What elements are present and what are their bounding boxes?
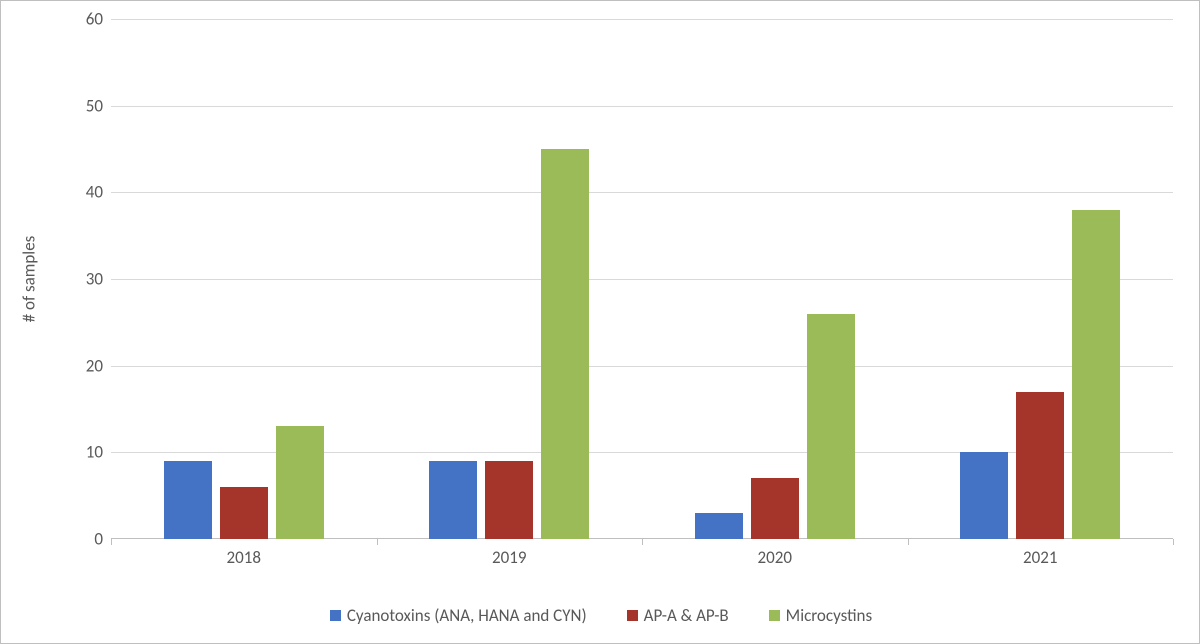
legend-label: Microcystins [786,605,872,626]
y-tick-label: 10 [86,442,111,463]
gridline [111,106,1173,107]
legend-label: AP-A & AP-B [644,605,729,626]
bar [220,487,268,539]
legend-item: AP-A & AP-B [627,605,729,626]
x-tick-label: 2019 [492,539,526,568]
y-tick-label: 0 [94,529,111,550]
x-tick-mark [1173,539,1174,545]
bar [429,461,477,539]
legend-item: Cyanotoxins (ANA, HANA and CYN) [330,605,587,626]
y-tick-label: 40 [86,182,111,203]
plot-area: 01020304050602018201920202021 [111,19,1173,539]
y-tick-label: 60 [86,9,111,30]
bar [1016,392,1064,539]
gridline [111,279,1173,280]
legend: Cyanotoxins (ANA, HANA and CYN) AP-A & AP… [1,595,1200,635]
bar [164,461,212,539]
gridline [111,452,1173,453]
x-tick-mark [111,539,112,545]
gridline [111,366,1173,367]
x-tick-mark [642,539,643,545]
bar [485,461,533,539]
legend-swatch [330,610,341,621]
legend-swatch [769,610,780,621]
gridline [111,19,1173,20]
legend-swatch [627,610,638,621]
x-tick-mark [377,539,378,545]
y-tick-label: 50 [86,95,111,116]
bar [807,314,855,539]
bar [1072,210,1120,539]
bar [541,149,589,539]
x-tick-label: 2020 [758,539,792,568]
y-tick-label: 20 [86,355,111,376]
bar [695,513,743,539]
bar [751,478,799,539]
y-axis-title: # of samples [19,236,40,323]
bar [276,426,324,539]
x-tick-mark [908,539,909,545]
legend-label: Cyanotoxins (ANA, HANA and CYN) [347,605,587,626]
x-tick-label: 2021 [1023,539,1057,568]
legend-item: Microcystins [769,605,872,626]
x-tick-label: 2018 [227,539,261,568]
y-tick-label: 30 [86,269,111,290]
chart-container: 01020304050602018201920202021 # of sampl… [0,0,1200,644]
gridline [111,192,1173,193]
bar [960,452,1008,539]
